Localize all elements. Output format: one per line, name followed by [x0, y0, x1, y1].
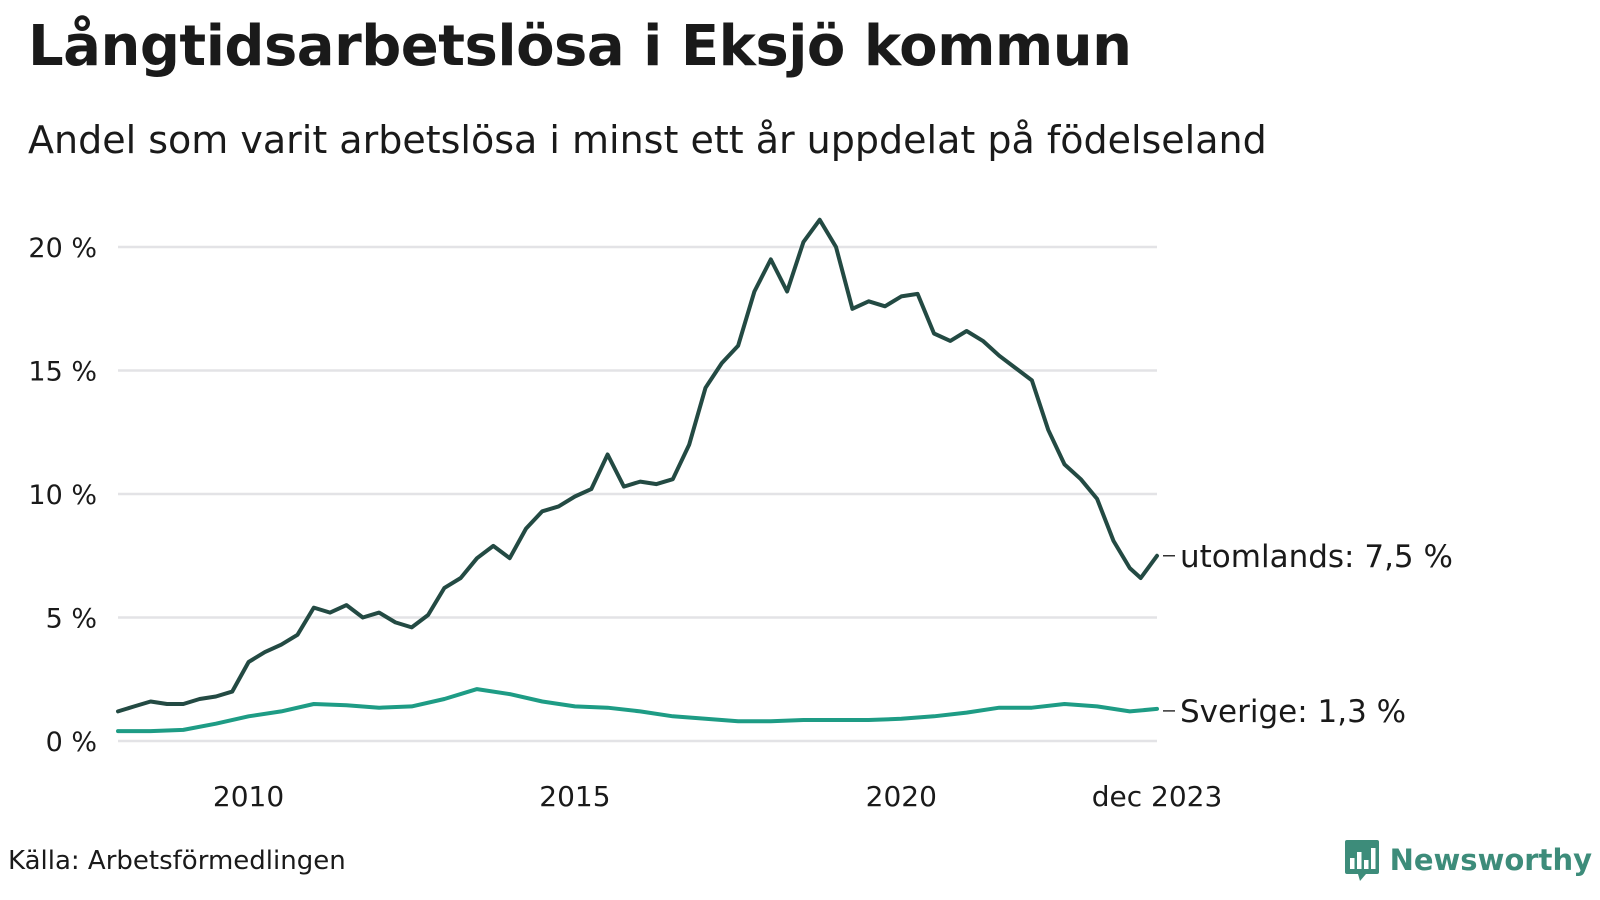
- end-labels: utomlands: 7,5 % Sverige: 1,3 %: [1163, 539, 1453, 730]
- y-tick-label: 0 %: [46, 727, 97, 758]
- source-note: Källa: Arbetsförmedlingen: [8, 846, 346, 876]
- chart-title: Långtidsarbetslösa i Eksjö kommun: [28, 14, 1132, 79]
- y-tick-label: 10 %: [28, 480, 97, 511]
- brand-name: Newsworthy: [1389, 843, 1592, 877]
- chart-subtitle: Andel som varit arbetslösa i minst ett å…: [28, 118, 1267, 162]
- series-line-utomlands: [116, 217, 1159, 714]
- series-line-sverige: [116, 687, 1159, 734]
- x-tick-label: 2015: [539, 780, 610, 813]
- gridlines: [118, 245, 1157, 743]
- x-tick-label: dec 2023: [1092, 780, 1223, 813]
- end-label-sverige: Sverige: 1,3 %: [1180, 694, 1406, 730]
- y-axis-ticks: 0 % 5 % 10 % 15 % 20 %: [28, 233, 97, 758]
- bar-chart-speech-bubble-icon: [1344, 840, 1379, 881]
- x-axis-ticks: 2010 2015 2020 dec 2023: [213, 780, 1222, 813]
- x-tick-label: 2020: [866, 780, 937, 813]
- x-tick-label: 2010: [213, 780, 284, 813]
- y-tick-label: 20 %: [28, 233, 97, 264]
- end-label-utomlands: utomlands: 7,5 %: [1180, 539, 1453, 575]
- y-tick-label: 15 %: [28, 357, 97, 388]
- brand-logo: Newsworthy: [1344, 838, 1592, 882]
- y-tick-label: 5 %: [46, 604, 97, 635]
- series-lines: [116, 217, 1159, 734]
